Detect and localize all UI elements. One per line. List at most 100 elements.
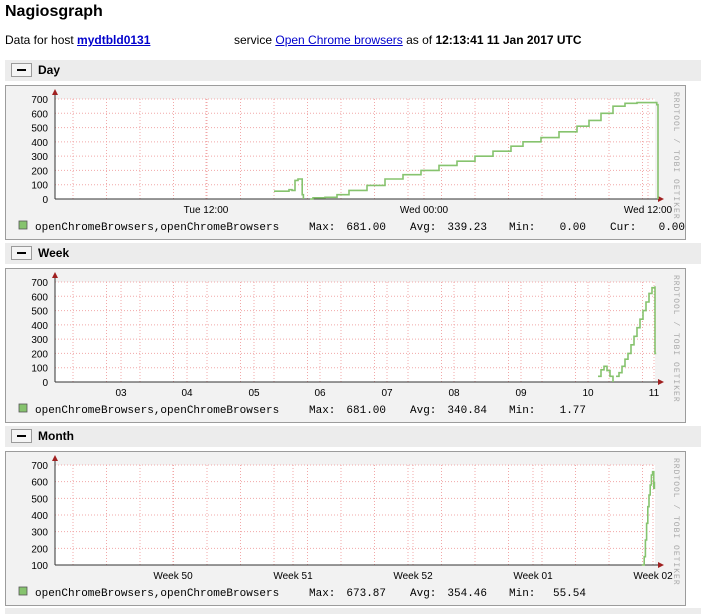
legend-min-value: 55.54 [553, 588, 586, 600]
x-tick-label: 04 [181, 388, 193, 399]
y-tick-label: 0 [42, 195, 48, 206]
y-tick-label: 700 [31, 95, 48, 106]
x-tick-label: Week 52 [393, 571, 433, 582]
host-prefix: Data for host [5, 33, 74, 47]
legend-min-value: 0.00 [560, 222, 586, 234]
x-tick-label: Wed 12:00 [624, 205, 673, 216]
section-header-day: Day [5, 60, 701, 81]
y-axis-arrow [52, 89, 58, 95]
graph-month-svg: 100 200 300 400 500 600 700 Week 50 Week 51 Week … [18, 455, 680, 600]
collapse-week-button[interactable] [11, 246, 32, 260]
x-axis-arrow [658, 379, 664, 385]
graph-day-svg: 0 100 200 300 400 500 600 700 Tue 12:00 Wed 00:00… [18, 89, 685, 234]
y-tick-label: 400 [31, 321, 48, 332]
legend-min-label: Min: [509, 588, 535, 600]
legend-avg-label: Avg: [410, 222, 436, 234]
watermark-text: RRDTOOL / TOBI OETIKER [671, 458, 680, 586]
service-link[interactable]: Open Chrome browsers [275, 33, 403, 47]
section-label-month: Month [38, 429, 74, 443]
y-tick-label: 100 [31, 364, 48, 375]
service-line: service Open Chrome browsers as of 12:13… [234, 33, 582, 47]
watermark-text: RRDTOOL / TOBI OETIKER [671, 275, 680, 403]
y-tick-label: 300 [31, 335, 48, 346]
section-label-week: Week [38, 246, 70, 260]
series-line [641, 470, 656, 566]
y-tick-label: 200 [31, 544, 48, 555]
legend-avg-label: Avg: [410, 405, 436, 417]
y-tick-label: 0 [42, 378, 48, 389]
section-header-month: Month [5, 426, 701, 447]
y-tick-label: 100 [31, 181, 48, 192]
y-tick-label: 500 [31, 307, 48, 318]
legend-series-name: openChromeBrowsers,openChromeBrowsers [35, 405, 279, 417]
y-tick-label: 600 [31, 292, 48, 303]
x-tick-label: Wed 00:00 [400, 205, 449, 216]
y-tick-label: 600 [31, 109, 48, 120]
y-tick-label: 500 [31, 124, 48, 135]
legend-max-value: 681.00 [346, 222, 386, 234]
x-tick-label: 06 [314, 388, 326, 399]
legend-min-label: Min: [509, 222, 535, 234]
legend-avg-value: 339.23 [447, 222, 487, 234]
plot-area [55, 282, 655, 382]
series-line [598, 365, 614, 382]
y-tick-label: 300 [31, 528, 48, 539]
graph-week: 0 100 200 300 400 500 600 700 03 04 05 06 07 08 09 10 11… [5, 268, 686, 423]
legend-min-label: Min: [509, 405, 535, 417]
square-swatch-icon [18, 403, 28, 413]
legend-series-name: openChromeBrowsers,openChromeBrowsers [35, 588, 279, 600]
legend-max-label: Max: [309, 405, 335, 417]
service-prefix: service [234, 33, 273, 47]
next-section-edge [5, 608, 701, 614]
x-tick-label: Week 01 [513, 571, 553, 582]
x-tick-label: 09 [515, 388, 527, 399]
legend-max-label: Max: [309, 588, 335, 600]
x-tick-label: 07 [381, 388, 393, 399]
x-tick-label: 10 [582, 388, 594, 399]
x-tick-label: 05 [248, 388, 260, 399]
x-tick-label: 11 [649, 388, 660, 399]
graph-month: 100 200 300 400 500 600 700 Week 50 Week 51 Week … [5, 451, 686, 606]
section-label-day: Day [38, 63, 61, 77]
host-line: Data for host mydtbld0131 [5, 33, 150, 47]
x-axis-arrow [658, 562, 664, 568]
legend-cur-value: 0.00 [659, 222, 685, 234]
x-tick-label: Week 50 [153, 571, 193, 582]
plot-area [55, 99, 655, 199]
y-axis-arrow [52, 455, 58, 461]
section-header-week: Week [5, 243, 701, 264]
y-tick-label: 500 [31, 494, 48, 505]
legend-series-name: openChromeBrowsers,openChromeBrowsers [35, 222, 279, 234]
collapse-day-button[interactable] [11, 63, 32, 77]
watermark-text: RRDTOOL / TOBI OETIKER [671, 92, 680, 220]
series-line [616, 286, 657, 378]
page-title: Nagiosgraph [5, 3, 103, 20]
x-tick-label: Tue 12:00 [184, 205, 229, 216]
y-tick-label: 300 [31, 152, 48, 163]
y-tick-label: 100 [31, 561, 48, 572]
y-tick-label: 700 [31, 461, 48, 472]
x-tick-label: 08 [448, 388, 460, 399]
legend-avg-label: Avg: [410, 588, 436, 600]
y-axis-arrow [52, 272, 58, 278]
legend-avg-value: 340.84 [447, 405, 487, 417]
host-link[interactable]: mydtbld0131 [77, 33, 151, 47]
square-swatch-icon [18, 586, 28, 596]
y-tick-label: 200 [31, 349, 48, 360]
legend-min-value: 1.77 [560, 405, 586, 417]
x-tick-label: Week 51 [273, 571, 313, 582]
graph-day: 0 100 200 300 400 500 600 700 Tue 12:00 Wed 00:00… [5, 85, 686, 240]
series-line [310, 101, 659, 200]
y-tick-label: 200 [31, 166, 48, 177]
y-tick-label: 400 [31, 511, 48, 522]
as-of-prefix: as of [406, 33, 433, 47]
y-tick-label: 700 [31, 278, 48, 289]
graph-week-svg: 0 100 200 300 400 500 600 700 03 04 05 06 07 08 09 10 11… [18, 272, 680, 417]
collapse-month-button[interactable] [11, 429, 32, 443]
series-line [274, 178, 305, 199]
legend-max-value: 673.87 [346, 588, 386, 600]
x-axis-arrow [658, 196, 664, 202]
x-tick-label: Week 02 [633, 571, 673, 582]
legend-max-value: 681.00 [346, 405, 386, 417]
timestamp: 12:13:41 11 Jan 2017 UTC [435, 33, 582, 47]
